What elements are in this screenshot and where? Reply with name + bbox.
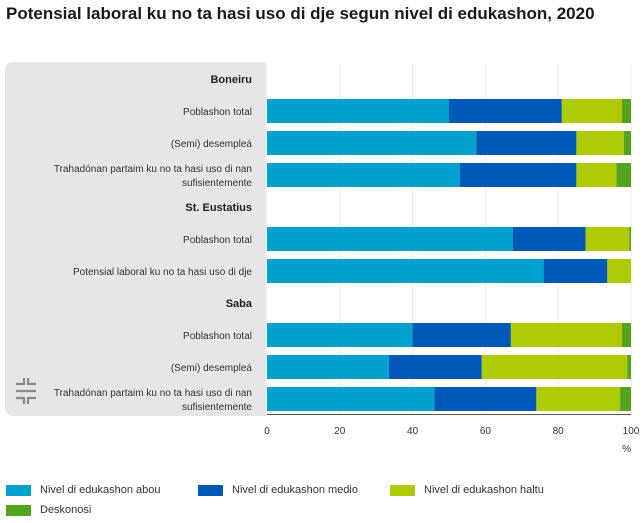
bar-segment-haltu <box>561 99 622 123</box>
x-axis-unit-label: % <box>622 444 631 455</box>
category-label: sufisientemente <box>182 402 252 413</box>
bar-segment-deskonosi <box>616 163 631 187</box>
bar-segment-deskonosi <box>629 227 631 251</box>
legend-item-abou: Nivel di edukashon abou <box>6 483 160 497</box>
x-tick-label: 40 <box>407 426 419 437</box>
category-label: Trahadónan partaim ku no ta hasi uso di … <box>54 388 252 399</box>
bar-segment-haltu <box>510 323 622 347</box>
bar-segment-abou <box>267 131 477 155</box>
x-tick-label: 80 <box>553 426 565 437</box>
legend-label-haltu: Nivel di edukashon haltu <box>424 484 544 496</box>
category-label: Poblashon total <box>183 235 252 246</box>
category-label: (Semi) desempleá <box>171 139 253 150</box>
bar-segment-medio <box>543 259 608 283</box>
bar-segment-deskonosi <box>623 131 631 155</box>
bar-segment-haltu <box>585 227 630 251</box>
bar-segment-medio <box>388 355 482 379</box>
bar-segment-abou <box>267 99 449 123</box>
legend-label-abou: Nivel di edukashon abou <box>40 484 161 496</box>
bar-segment-medio <box>412 323 511 347</box>
category-label: Poblashon total <box>183 107 252 118</box>
x-tick-label: 100 <box>623 426 640 437</box>
bar-segment-medio <box>459 163 577 187</box>
bar-segment-medio <box>434 387 537 411</box>
bar-segment-haltu <box>481 355 628 379</box>
bar-segment-abou <box>267 163 460 187</box>
bar-segment-abou <box>267 355 389 379</box>
bar-segment-deskonosi <box>621 99 631 123</box>
legend-swatch-abou <box>6 484 31 496</box>
legend-item-deskonosi: Deskonosi <box>6 503 91 517</box>
bar-segment-haltu <box>536 387 621 411</box>
bar-segment-deskonosi <box>620 387 631 411</box>
bar-segment-deskonosi <box>621 323 631 347</box>
bar-segment-abou <box>267 323 413 347</box>
bar-segment-medio <box>476 131 577 155</box>
legend-swatch-deskonosi <box>6 504 31 516</box>
category-label: sufisientemente <box>182 178 252 189</box>
legend: Nivel di edukashon abou Nivel di edukash… <box>6 483 636 519</box>
bar-segment-haltu <box>607 259 631 283</box>
legend-swatch-haltu <box>390 484 415 496</box>
category-label-panel <box>5 62 266 416</box>
legend-item-medio: Nivel di edukashon medio <box>198 483 358 497</box>
chart-title: Potensial laboral ku no ta hasi uso di d… <box>6 4 595 23</box>
legend-label-deskonosi: Deskonosi <box>40 504 92 516</box>
cbs-logo-icon <box>16 378 36 404</box>
bar-segment-abou <box>267 227 513 251</box>
x-tick-label: 20 <box>334 426 346 437</box>
stacked-bar-chart: Boneiru Poblashon total (Semi) desempleá Tr… <box>54 64 640 455</box>
category-label: (Semi) desempleá <box>171 363 253 374</box>
bar-segment-haltu <box>576 131 624 155</box>
x-tick-label: 60 <box>480 426 492 437</box>
group-label: Saba <box>226 298 253 310</box>
bar-segment-abou <box>267 387 435 411</box>
group-label: Boneiru <box>210 74 252 86</box>
x-tick-label: 0 <box>264 426 270 437</box>
category-label: Potensial laboral ku no ta hasi uso di d… <box>73 267 252 278</box>
bar-segment-deskonosi <box>627 355 631 379</box>
category-label: Trahadónan partaim ku no ta hasi uso di … <box>54 164 252 175</box>
legend-label-medio: Nivel di edukashon medio <box>232 484 358 496</box>
bar-segment-abou <box>267 259 544 283</box>
legend-item-haltu: Nivel di edukashon haltu <box>390 483 544 497</box>
bar-segment-haltu <box>576 163 617 187</box>
group-label: St. Eustatius <box>185 202 252 214</box>
legend-swatch-medio <box>198 484 223 496</box>
bar-segment-medio <box>512 227 586 251</box>
bar-segment-medio <box>449 99 562 123</box>
category-label: Poblashon total <box>183 331 252 342</box>
